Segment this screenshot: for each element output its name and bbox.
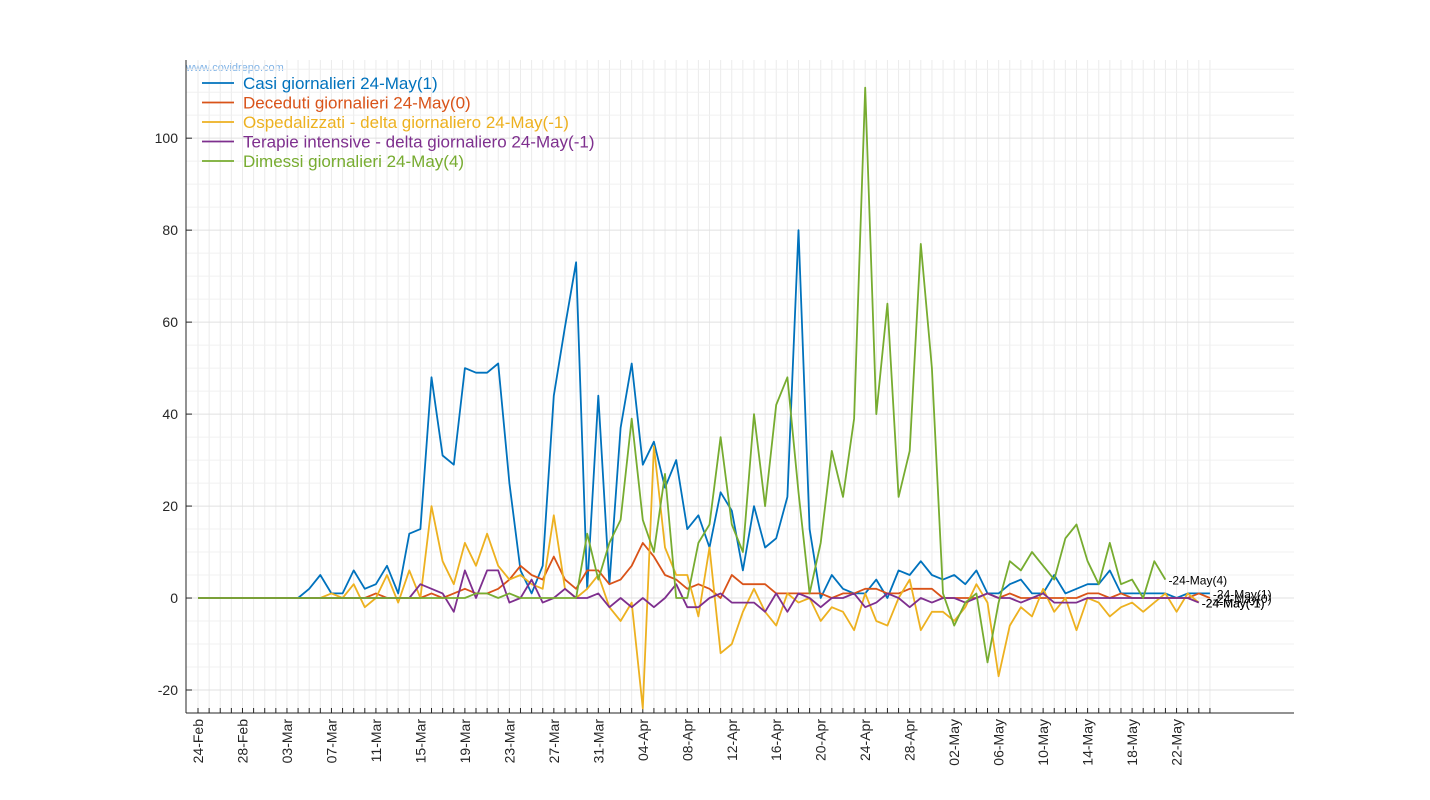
x-tick-label: 19-Mar xyxy=(457,719,473,764)
x-tick-label: 27-Mar xyxy=(546,719,562,764)
legend: Casi giornalieri 24-May(1)Deceduti giorn… xyxy=(202,74,595,171)
x-tick-label: 12-Apr xyxy=(724,719,740,761)
series-line xyxy=(198,445,1200,710)
y-tick-label: 40 xyxy=(162,406,178,422)
series-end-label: -24-May(4) xyxy=(1168,574,1227,588)
x-tick-label: 28-Apr xyxy=(902,719,918,761)
series-end-label: -24-May(-1) xyxy=(1202,597,1265,611)
x-tick-label: 08-Apr xyxy=(679,719,695,761)
x-tick-label: 14-May xyxy=(1080,719,1096,766)
x-tick-label: 28-Feb xyxy=(234,719,250,764)
x-tick-label: 02-May xyxy=(946,719,962,766)
y-tick-label: 0 xyxy=(170,590,178,606)
x-tick-label: 15-Mar xyxy=(412,719,428,764)
y-tick-label: 60 xyxy=(162,314,178,330)
series-line xyxy=(198,86,1167,664)
y-tick-label: 20 xyxy=(162,498,178,514)
y-tick-label: -20 xyxy=(158,682,178,698)
x-tick-label: 20-Apr xyxy=(813,719,829,761)
x-tick-label: 10-May xyxy=(1035,719,1051,766)
legend-label: Deceduti giornalieri 24-May(0) xyxy=(243,94,471,113)
x-tick-label: 23-Mar xyxy=(501,719,517,764)
series-end-label: -24-May(-1) xyxy=(1202,597,1265,611)
watermark-text: www.covidrepo.com xyxy=(186,62,284,74)
x-tick-label: 31-Mar xyxy=(590,719,606,764)
series-lines xyxy=(198,86,1211,710)
series-end-label: -24-May(0) xyxy=(1213,592,1272,606)
x-tick-label: 07-Mar xyxy=(323,719,339,764)
legend-label: Casi giornalieri 24-May(1) xyxy=(243,74,438,93)
x-tick-label: 04-Apr xyxy=(635,719,651,761)
x-tick-label: 24-Apr xyxy=(857,719,873,761)
axes: -20 0 20 40 60 80 100 24-Feb 28-Feb 03-Mar 07-Mar 1… xyxy=(155,60,1294,766)
legend-label: Ospedalizzati - delta giornaliero 24-May… xyxy=(243,113,569,132)
y-tick-label: 80 xyxy=(162,222,178,238)
legend-label: Terapie intensive - delta giornaliero 24… xyxy=(243,133,595,152)
x-tick-label: 18-May xyxy=(1124,719,1140,766)
x-tick-label: 11-Mar xyxy=(368,719,384,763)
x-tick-label: 06-May xyxy=(991,719,1007,766)
x-tick-label: 22-May xyxy=(1169,719,1185,766)
end-labels: -24-May(1)-24-May(0)-24-May(-1)-24-May(-… xyxy=(1168,574,1271,611)
x-tick-label: 03-Mar xyxy=(279,719,295,764)
legend-label: Dimessi giornalieri 24-May(4) xyxy=(243,152,464,171)
y-tick-label: 100 xyxy=(155,130,179,146)
series-end-label: -24-May(1) xyxy=(1213,587,1272,601)
x-tick-label: 24-Feb xyxy=(190,719,206,764)
x-tick-label: 16-Apr xyxy=(768,719,784,761)
